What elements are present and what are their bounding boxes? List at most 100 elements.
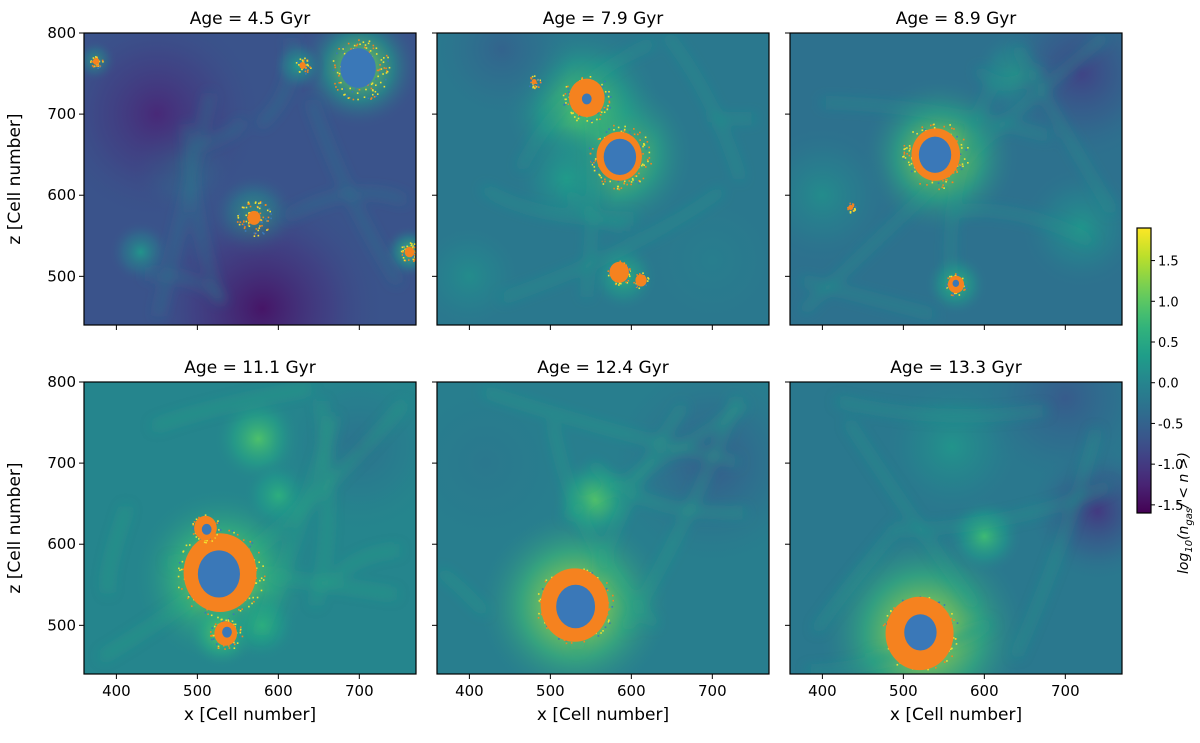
particle	[253, 235, 256, 237]
particle	[648, 146, 650, 149]
particle	[914, 170, 916, 173]
particle	[195, 536, 198, 538]
particle	[231, 529, 234, 532]
particle	[298, 71, 301, 73]
particle	[954, 292, 956, 295]
particle	[343, 94, 345, 96]
particle	[633, 133, 636, 136]
particle	[933, 126, 936, 129]
particle	[262, 579, 265, 581]
particle	[645, 284, 648, 287]
particle	[938, 188, 940, 191]
x-tick-label: 600	[617, 682, 646, 700]
particle	[613, 129, 615, 131]
particle	[188, 594, 191, 597]
particle	[304, 70, 307, 73]
star-particles	[531, 79, 537, 85]
particle	[101, 59, 104, 62]
particle	[921, 129, 924, 132]
x-tick-label: 700	[698, 682, 727, 700]
particle	[624, 125, 626, 128]
particle	[620, 187, 623, 189]
particle	[193, 527, 195, 530]
particle-cluster	[236, 201, 273, 237]
particle	[565, 85, 568, 88]
filament	[325, 546, 400, 589]
particle	[258, 227, 261, 229]
particle	[604, 180, 606, 183]
particle	[606, 589, 609, 592]
particle	[234, 623, 237, 626]
particle	[385, 72, 388, 74]
particle	[363, 46, 366, 49]
star-particles	[299, 61, 306, 69]
particle	[646, 158, 649, 161]
filament	[482, 387, 739, 466]
particle	[849, 212, 852, 214]
particle	[412, 258, 415, 261]
particle	[852, 205, 855, 208]
particle	[258, 207, 261, 210]
particle	[305, 67, 307, 69]
particle	[620, 128, 623, 131]
particle	[941, 186, 944, 189]
panel-title: Age = 4.5 Gyr	[190, 9, 311, 29]
particle	[338, 47, 340, 50]
particle	[236, 221, 239, 223]
particle	[583, 568, 585, 571]
particle	[601, 83, 603, 86]
particle	[203, 541, 206, 544]
particle	[904, 157, 907, 159]
particle	[903, 158, 906, 161]
particle	[243, 227, 246, 230]
particle	[307, 60, 310, 62]
particle	[589, 152, 592, 155]
particle	[385, 70, 388, 72]
particle	[219, 529, 222, 531]
particle	[945, 285, 947, 288]
particle	[943, 604, 946, 606]
particle	[854, 207, 856, 210]
density-blob	[790, 123, 894, 267]
particle	[954, 638, 957, 640]
particle	[956, 140, 958, 142]
particle-cluster	[177, 529, 266, 619]
particle	[961, 147, 963, 149]
particle	[642, 272, 644, 274]
particle	[259, 201, 262, 203]
particle	[562, 94, 565, 97]
particle	[253, 232, 256, 234]
particle	[612, 594, 614, 597]
particle	[605, 131, 608, 133]
particle	[583, 640, 586, 643]
particle	[259, 205, 262, 207]
colorbar: -1.5 -1.0 -0.5 0.0 0.5 1.0 1.5 log10(ngas/ < n …	[1136, 227, 1195, 574]
filament	[664, 33, 744, 181]
particle	[204, 514, 207, 516]
particle	[356, 43, 359, 46]
panel-frame	[436, 32, 770, 326]
particle	[411, 243, 413, 245]
particle	[355, 44, 358, 47]
particle	[416, 250, 418, 252]
particle	[965, 149, 968, 151]
particle	[332, 60, 335, 62]
particle	[305, 64, 308, 66]
particle	[605, 587, 608, 590]
filament	[807, 620, 994, 674]
particle	[927, 668, 929, 671]
filament	[562, 401, 748, 520]
particle	[965, 284, 967, 287]
particle	[581, 76, 584, 79]
particle	[535, 85, 538, 88]
y-tick-label: 600	[47, 535, 76, 553]
particle	[307, 69, 309, 71]
particle	[247, 224, 250, 226]
particle	[607, 104, 609, 107]
particle	[305, 65, 307, 68]
particle	[340, 81, 342, 84]
particle	[257, 229, 260, 232]
particle	[537, 593, 540, 595]
particle	[610, 96, 612, 98]
particle	[963, 158, 966, 160]
